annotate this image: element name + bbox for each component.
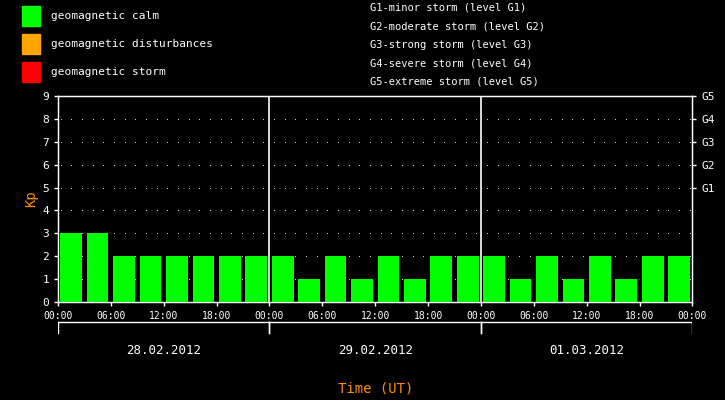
Bar bbox=[616, 279, 637, 302]
Bar bbox=[22, 34, 40, 54]
Text: G5-extreme storm (level G5): G5-extreme storm (level G5) bbox=[370, 76, 539, 86]
Bar bbox=[22, 62, 40, 82]
Bar bbox=[563, 279, 584, 302]
Bar bbox=[642, 256, 663, 302]
Bar bbox=[166, 256, 188, 302]
Bar bbox=[589, 256, 610, 302]
Bar bbox=[245, 256, 267, 302]
Text: Time (UT): Time (UT) bbox=[338, 381, 413, 395]
Text: 28.02.2012: 28.02.2012 bbox=[126, 344, 202, 356]
Bar bbox=[378, 256, 399, 302]
Text: G4-severe storm (level G4): G4-severe storm (level G4) bbox=[370, 58, 532, 68]
Text: G2-moderate storm (level G2): G2-moderate storm (level G2) bbox=[370, 21, 544, 31]
Bar bbox=[484, 256, 505, 302]
Bar bbox=[298, 279, 320, 302]
Bar bbox=[60, 233, 82, 302]
Bar bbox=[193, 256, 214, 302]
Text: 01.03.2012: 01.03.2012 bbox=[549, 344, 624, 356]
Bar bbox=[404, 279, 426, 302]
Bar bbox=[140, 256, 162, 302]
Bar bbox=[325, 256, 347, 302]
Bar bbox=[431, 256, 452, 302]
Bar bbox=[87, 233, 109, 302]
Bar bbox=[113, 256, 135, 302]
Bar bbox=[668, 256, 690, 302]
Text: 29.02.2012: 29.02.2012 bbox=[338, 344, 413, 356]
Bar bbox=[219, 256, 241, 302]
Y-axis label: Kp: Kp bbox=[24, 191, 38, 207]
Text: geomagnetic disturbances: geomagnetic disturbances bbox=[51, 39, 212, 49]
Bar bbox=[22, 6, 40, 26]
Text: geomagnetic calm: geomagnetic calm bbox=[51, 11, 159, 21]
Bar bbox=[510, 279, 531, 302]
Text: G3-strong storm (level G3): G3-strong storm (level G3) bbox=[370, 40, 532, 50]
Text: geomagnetic storm: geomagnetic storm bbox=[51, 67, 165, 77]
Bar bbox=[272, 256, 294, 302]
Bar bbox=[351, 279, 373, 302]
Bar bbox=[457, 256, 478, 302]
Bar bbox=[536, 256, 558, 302]
Text: G1-minor storm (level G1): G1-minor storm (level G1) bbox=[370, 3, 526, 13]
